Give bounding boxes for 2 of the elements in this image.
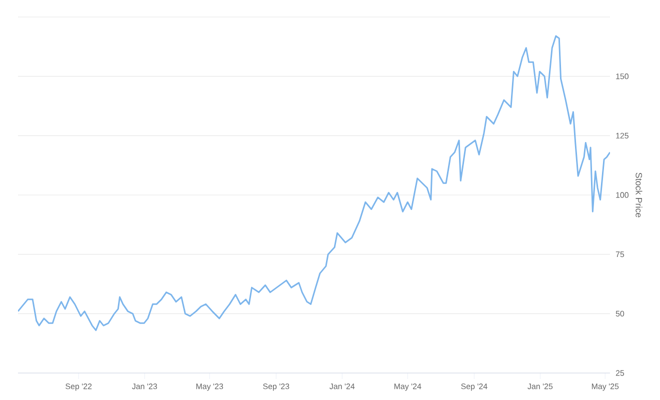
y-axis-title: Stock Price	[636, 172, 642, 218]
line-series	[18, 35, 610, 332]
